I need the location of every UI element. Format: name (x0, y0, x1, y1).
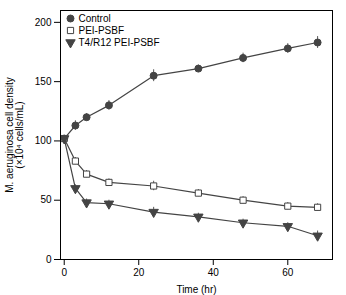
svg-text:0: 0 (61, 267, 67, 278)
svg-text:60: 60 (282, 267, 294, 278)
svg-text:PEI-PSBF: PEI-PSBF (79, 25, 125, 36)
svg-text:T4/R12 PEI-PSBF: T4/R12 PEI-PSBF (79, 37, 160, 48)
svg-text:0: 0 (46, 254, 52, 265)
svg-text:100: 100 (35, 135, 52, 146)
svg-text:40: 40 (208, 267, 220, 278)
svg-text:150: 150 (35, 76, 52, 87)
svg-text:Control: Control (79, 13, 111, 24)
svg-text:M. aeruginosa cell density(×10: M. aeruginosa cell density(×10⁴ cells/mL… (4, 77, 25, 193)
svg-text:20: 20 (133, 267, 145, 278)
svg-text:50: 50 (40, 194, 52, 205)
svg-text:200: 200 (35, 17, 52, 28)
svg-text:Time (hr): Time (hr) (176, 284, 216, 295)
